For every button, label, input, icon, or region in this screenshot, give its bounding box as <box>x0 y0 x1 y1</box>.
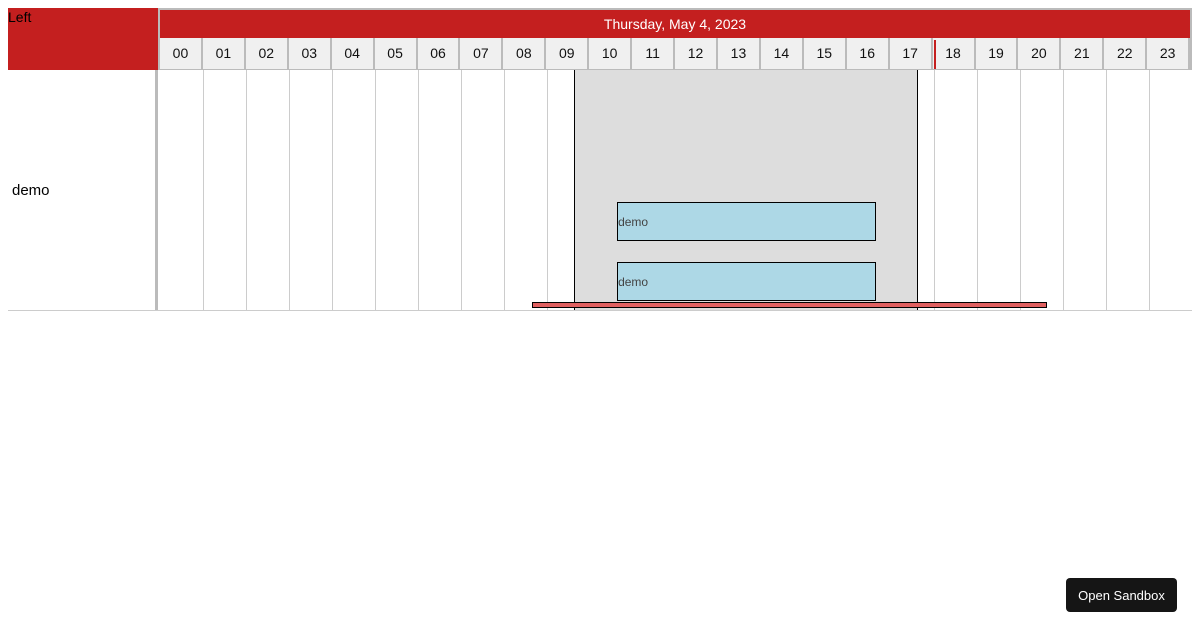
hour-gridline <box>504 70 505 310</box>
event-bar[interactable]: demo <box>617 202 876 241</box>
hour-gridline <box>418 70 419 310</box>
timeline-header: Thursday, May 4, 2023 00 01 02 03 04 05 06 07 08… <box>158 8 1192 70</box>
hour-cell: 18 <box>932 38 976 69</box>
hour-gridline <box>934 70 935 310</box>
event-bar[interactable]: demo <box>617 262 876 301</box>
hour-cell: 21 <box>1061 38 1105 69</box>
row-divider <box>8 310 1192 311</box>
current-time-marker <box>934 40 936 69</box>
hour-cell: 00 <box>160 38 203 69</box>
hour-gridline <box>203 70 204 310</box>
hour-cell: 03 <box>288 38 332 69</box>
hour-cell: 16 <box>846 38 890 69</box>
hour-cell: 23 <box>1147 38 1191 69</box>
hour-cell: 15 <box>803 38 847 69</box>
hour-gridline <box>977 70 978 310</box>
hour-cell: 17 <box>889 38 933 69</box>
hour-gridline <box>1149 70 1150 310</box>
row-label: demo <box>12 182 50 199</box>
hour-cell: 12 <box>675 38 718 69</box>
hour-cell: 01 <box>202 38 246 69</box>
hour-cell: 06 <box>417 38 461 69</box>
hour-gridline <box>375 70 376 310</box>
hour-cell: 05 <box>374 38 418 69</box>
hour-gridline <box>289 70 290 310</box>
hour-gridline <box>332 70 333 310</box>
range-bar[interactable] <box>531 302 1048 308</box>
hour-cell: 19 <box>975 38 1019 69</box>
open-sandbox-button[interactable]: Open Sandbox <box>1066 578 1177 612</box>
hour-cell: 10 <box>589 38 633 69</box>
hour-cell: 11 <box>632 38 676 69</box>
hour-gridline <box>246 70 247 310</box>
hour-gridline <box>547 70 548 310</box>
hour-cell: 13 <box>717 38 761 69</box>
hour-cell: 22 <box>1104 38 1148 69</box>
left-header: Left <box>8 8 158 70</box>
row-label-cell: demo <box>8 70 158 310</box>
hour-cell: 20 <box>1018 38 1062 69</box>
hour-cell: 02 <box>245 38 289 69</box>
timeline-body: demo demo <box>160 70 1192 311</box>
date-header: Thursday, May 4, 2023 <box>603 16 747 32</box>
hour-cell: 04 <box>331 38 375 69</box>
hour-cell: 08 <box>503 38 547 69</box>
hour-gridline <box>1106 70 1107 310</box>
hour-cell: 07 <box>460 38 504 69</box>
hour-gridline <box>461 70 462 310</box>
hour-cell: 14 <box>760 38 804 69</box>
hour-gridline <box>1063 70 1064 310</box>
hour-cell: 09 <box>546 38 590 69</box>
hour-row: 00 01 02 03 04 05 06 07 08 09 10 11 12 13 14 15 16 17 18 19… <box>160 38 1191 69</box>
hour-gridline <box>1020 70 1021 310</box>
